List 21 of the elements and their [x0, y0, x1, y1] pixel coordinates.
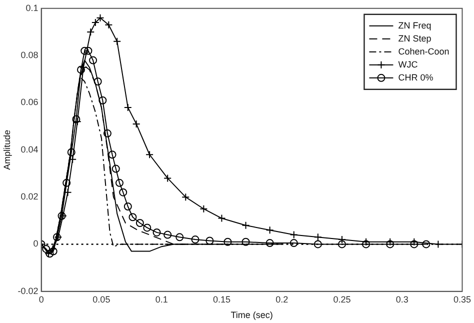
legend-label: CHR 0%	[398, 72, 434, 82]
legend-label: ZN Freq	[398, 20, 432, 30]
x-tick-label: 0.25	[333, 294, 351, 304]
x-tick-label: 0.3	[396, 294, 408, 304]
y-tick-label: 0.04	[20, 144, 38, 154]
y-tick-label: -0.02	[18, 286, 38, 296]
y-tick-label: 0.08	[20, 50, 38, 60]
y-tick-label: 0.1	[26, 2, 38, 13]
x-tick-label: 0.1	[155, 294, 168, 304]
x-tick-label: 0.35	[453, 294, 472, 304]
y-tick-label: 0.06	[20, 97, 38, 108]
y-tick-label: 0	[33, 238, 38, 249]
legend-label: WJC	[398, 59, 418, 70]
x-tick-label: 0.2	[276, 294, 288, 304]
legend-label: Cohen-Coon	[398, 46, 450, 56]
legend-label: ZN Step	[398, 33, 432, 44]
y-axis-title: Amplitude	[2, 130, 12, 170]
x-tick-label: 0.15	[212, 294, 230, 304]
y-tick-label: 0.02	[20, 192, 38, 202]
x-axis-title: Time (sec)	[230, 310, 273, 320]
x-tick-label: 0.05	[92, 294, 110, 304]
